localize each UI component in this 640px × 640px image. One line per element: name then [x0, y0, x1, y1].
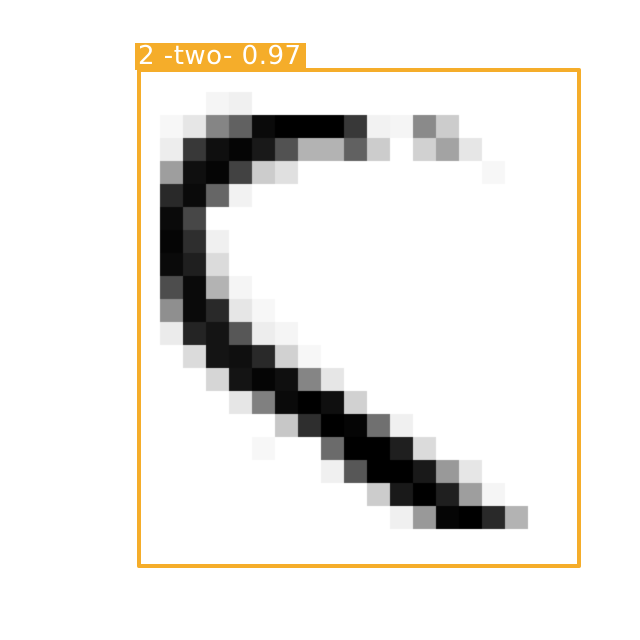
detection-label: 2 -two- 0.97 [135, 43, 306, 70]
bounding-box [137, 68, 581, 568]
